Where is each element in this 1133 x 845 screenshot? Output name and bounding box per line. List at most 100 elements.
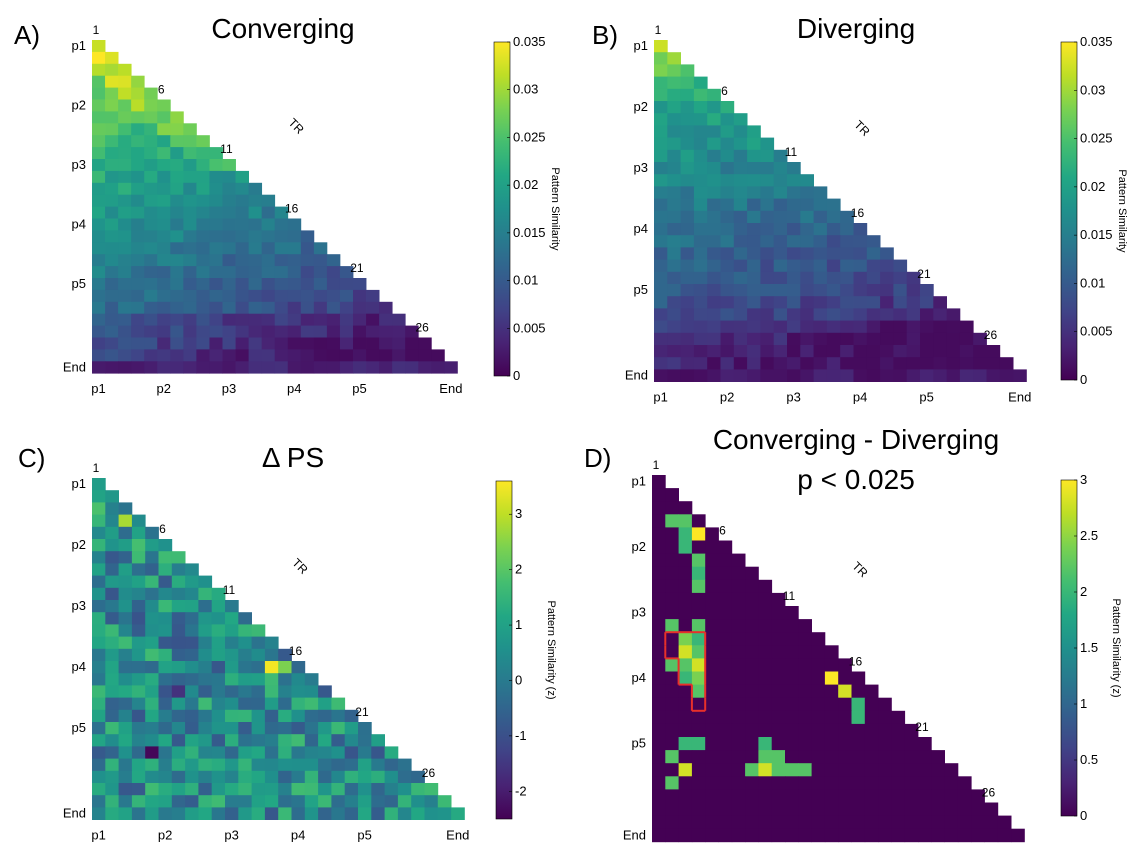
heatmap-cell xyxy=(705,527,719,541)
heatmap-cell xyxy=(225,770,239,784)
heatmap-cell xyxy=(144,147,158,160)
heatmap-cell xyxy=(866,369,881,382)
heatmap-cell xyxy=(131,301,145,315)
heatmap-cell xyxy=(397,758,412,772)
heatmap-cell xyxy=(211,673,226,686)
heatmap-cell xyxy=(225,612,239,625)
heatmap-cell xyxy=(248,266,263,279)
colorbar-tick-label: 0.01 xyxy=(1080,275,1105,290)
heatmap-cell xyxy=(693,101,708,114)
heatmap-cell xyxy=(211,612,226,625)
heatmap-cell xyxy=(733,223,748,236)
heatmap-cell xyxy=(145,575,159,589)
heatmap-cell xyxy=(158,539,173,552)
heatmap-cell xyxy=(652,527,666,541)
heatmap-cell xyxy=(131,254,145,267)
heatmap-cell xyxy=(880,308,894,321)
heatmap-cell xyxy=(758,632,773,646)
heatmap-cell xyxy=(248,218,263,231)
heatmap-cell xyxy=(840,332,854,346)
heatmap-cell xyxy=(105,361,119,374)
heatmap-cell xyxy=(906,320,921,334)
heatmap-cell xyxy=(824,750,839,764)
heatmap-cell xyxy=(118,266,132,279)
heatmap-cell xyxy=(680,137,695,151)
heatmap-cell xyxy=(238,746,252,759)
heatmap-cell xyxy=(171,709,186,723)
heatmap-cell xyxy=(707,235,721,248)
heatmap-cell xyxy=(145,722,159,735)
heatmap-cell xyxy=(665,606,679,620)
diagonal-tr-label: 26 xyxy=(422,766,436,780)
heatmap-cell xyxy=(261,206,276,219)
panel-letter: A) xyxy=(14,20,40,50)
heatmap-cell xyxy=(331,709,346,723)
colorbar-label: Pattern Similarity (z) xyxy=(1110,598,1122,697)
heatmap-cell xyxy=(838,828,852,843)
heatmap-cell xyxy=(824,828,839,843)
heatmap-cell xyxy=(811,737,826,751)
heatmap-cell xyxy=(652,697,666,712)
heatmap-cell xyxy=(720,223,735,236)
heatmap-cell xyxy=(878,723,892,738)
heatmap-cell xyxy=(771,606,786,620)
heatmap-cell xyxy=(971,789,985,803)
heatmap-cell xyxy=(693,320,708,334)
heatmap-cell xyxy=(131,337,145,350)
heatmap-cell xyxy=(304,734,319,747)
heatmap-cell xyxy=(185,770,199,784)
diagonal-tr-label: 6 xyxy=(719,524,726,538)
heatmap-cell xyxy=(358,770,372,784)
heatmap-cell xyxy=(261,337,276,350)
heatmap-cell xyxy=(278,673,292,686)
heatmap-cell xyxy=(693,223,708,236)
heatmap-cell xyxy=(826,332,841,346)
heatmap-cell xyxy=(235,218,249,231)
heatmap-cell xyxy=(811,828,826,843)
heatmap-cell xyxy=(705,776,719,790)
heatmap-cell xyxy=(157,313,171,326)
heatmap-cell xyxy=(864,802,879,816)
heatmap-cell xyxy=(211,783,226,796)
colorbar-tick-label: 0.01 xyxy=(513,273,538,288)
heatmap-cell xyxy=(92,685,106,698)
heatmap-cell xyxy=(787,320,801,334)
heatmap-cell xyxy=(331,734,346,747)
heatmap-cell xyxy=(705,658,719,672)
heatmap-cell xyxy=(131,673,146,686)
colorbar xyxy=(495,480,513,820)
heatmap-cell xyxy=(785,815,799,830)
heatmap-cell xyxy=(811,789,826,803)
heatmap-cell xyxy=(811,710,826,725)
heatmap-cell xyxy=(144,87,158,100)
heatmap-cell xyxy=(973,357,987,370)
y-tick-label: p2 xyxy=(72,537,86,552)
heatmap-cell xyxy=(771,645,786,659)
heatmap-cell xyxy=(853,271,868,285)
heatmap-cell xyxy=(678,750,693,764)
heatmap-cell xyxy=(731,566,746,581)
heatmap-cell xyxy=(959,332,974,346)
heatmap-cell xyxy=(331,697,346,711)
heatmap-cell xyxy=(880,369,894,382)
heatmap-cell xyxy=(665,697,679,712)
heatmap-cell xyxy=(278,661,292,674)
heatmap-cell xyxy=(405,337,419,350)
heatmap-cell xyxy=(813,357,828,370)
heatmap-cell xyxy=(238,722,252,735)
heatmap-cell xyxy=(92,770,106,784)
heatmap-cell xyxy=(718,658,733,672)
heatmap-cell xyxy=(798,776,812,790)
heatmap-cell xyxy=(251,758,266,772)
heatmap-cell xyxy=(209,206,223,219)
heatmap-cell xyxy=(105,266,119,279)
heatmap-cell xyxy=(264,807,279,820)
heatmap-cell xyxy=(131,648,146,662)
heatmap-cell xyxy=(813,284,828,297)
heatmap-cell xyxy=(891,828,906,843)
heatmap-cell xyxy=(893,357,908,370)
heatmap-cell xyxy=(92,325,106,338)
heatmap-cell xyxy=(718,750,733,764)
heatmap-cell xyxy=(678,658,693,672)
heatmap-cell xyxy=(999,369,1014,382)
